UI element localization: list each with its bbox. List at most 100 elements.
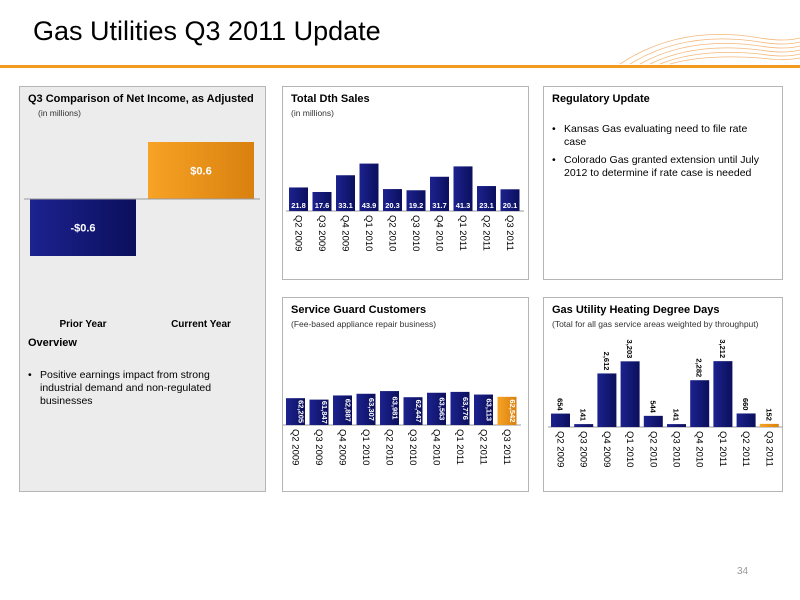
decorative-wave-graphic bbox=[619, 34, 800, 65]
regulatory-bullet: Kansas Gas evaluating need to file rate … bbox=[552, 123, 772, 149]
bar bbox=[383, 189, 402, 211]
net-income-subtitle: (in millions) bbox=[38, 108, 81, 118]
bar-value-label: 660 bbox=[741, 398, 750, 411]
category-tick-label: Q1 2010 bbox=[624, 431, 635, 467]
heating-degree-days-panel: Gas Utility Heating Degree Days (Total f… bbox=[543, 297, 783, 492]
category-tick-label: Q1 2011 bbox=[457, 215, 468, 251]
bar bbox=[336, 175, 355, 211]
bar bbox=[333, 395, 352, 425]
category-tick-label: Q2 2011 bbox=[481, 215, 492, 251]
bar bbox=[690, 380, 710, 427]
net-income-bar bbox=[30, 199, 136, 256]
bar-value-label: 23.1 bbox=[479, 201, 494, 210]
bar bbox=[620, 361, 640, 427]
category-tick-label: Q3 2009 bbox=[313, 429, 324, 465]
category-tick-label: Q2 2011 bbox=[478, 429, 489, 465]
bar-value-label: 152 bbox=[764, 408, 773, 421]
bar bbox=[286, 398, 305, 425]
category-tick-label: Q4 2010 bbox=[694, 431, 705, 467]
bar bbox=[759, 423, 779, 427]
bar-value-label: 63,113 bbox=[485, 399, 494, 422]
bar-value-label: 21.8 bbox=[291, 201, 306, 210]
bar bbox=[430, 176, 449, 211]
category-tick-label: Q3 2009 bbox=[578, 431, 589, 467]
category-tick-label: Q2 2009 bbox=[290, 429, 301, 465]
heating-degree-days-chart: 654 Q2 2009 141 Q3 2009 2,612 Q4 2009 3,203 Q1 … bbox=[548, 339, 782, 467]
page-number: 34 bbox=[737, 566, 749, 577]
bar-value-label: 31.7 bbox=[432, 201, 447, 210]
category-tick-label: Q3 2010 bbox=[410, 215, 421, 251]
net-income-title: Q3 Comparison of Net Income, as Adjusted bbox=[28, 93, 254, 105]
dth-sales-chart: 21.8 Q2 2009 17.6 Q3 2009 33.1 Q4 2009 43.9 Q1 … bbox=[286, 163, 524, 251]
bar-value-label: 41.3 bbox=[456, 201, 471, 210]
service-guard-subtitle: (Fee-based appliance repair business) bbox=[291, 319, 437, 329]
net-income-value-label: -$0.6 bbox=[70, 223, 95, 235]
category-tick-label: Q1 2011 bbox=[454, 429, 465, 465]
category-tick-label: Q4 2009 bbox=[340, 215, 351, 251]
bar bbox=[500, 189, 520, 211]
regulatory-title: Regulatory Update bbox=[552, 93, 650, 105]
bar bbox=[450, 391, 470, 425]
bar-value-label: 63,981 bbox=[391, 397, 400, 420]
bar-value-label: 63,776 bbox=[461, 397, 470, 420]
bar bbox=[427, 392, 446, 425]
bar bbox=[551, 413, 570, 427]
bar bbox=[453, 166, 473, 211]
bar-value-label: 141 bbox=[672, 409, 681, 422]
net-income-chart: -$0.6 Prior Year $0.6 Current Year bbox=[24, 142, 260, 330]
bar bbox=[359, 163, 379, 211]
bar bbox=[713, 361, 733, 427]
bar-value-label: 2,282 bbox=[695, 358, 704, 377]
service-guard-title: Service Guard Customers bbox=[291, 304, 427, 316]
category-tick-label: Q2 2009 bbox=[555, 431, 566, 467]
bar-value-label: 61,847 bbox=[320, 401, 329, 424]
category-tick-label: Q1 2010 bbox=[363, 215, 374, 251]
bar bbox=[643, 415, 663, 427]
category-tick-label: Q4 2009 bbox=[601, 431, 612, 467]
dth-sales-title: Total Dth Sales bbox=[291, 93, 370, 105]
dth-sales-panel: Total Dth Sales (in millions) 21.8 Q2 200… bbox=[282, 86, 529, 280]
bar-value-label: 654 bbox=[556, 398, 565, 411]
bar bbox=[403, 397, 423, 425]
overview-title: Overview bbox=[28, 337, 77, 349]
bar-value-label: 20.1 bbox=[503, 201, 518, 210]
bar-value-label: 43.9 bbox=[362, 201, 377, 210]
category-tick-label: Q2 2010 bbox=[647, 431, 658, 467]
bar bbox=[477, 186, 496, 211]
bar bbox=[574, 424, 594, 427]
category-tick-label: Q3 2011 bbox=[763, 431, 774, 467]
net-income-value-label: $0.6 bbox=[190, 166, 211, 178]
bar bbox=[309, 399, 329, 425]
bar-value-label: 2,612 bbox=[602, 352, 611, 371]
bar-value-label: 17.6 bbox=[315, 201, 330, 210]
bar bbox=[312, 191, 332, 211]
category-tick-label: Q4 2010 bbox=[431, 429, 442, 465]
category-tick-label: Q3 2009 bbox=[316, 215, 327, 251]
bar-value-label: 3,212 bbox=[718, 339, 727, 358]
bar-value-label: 62,447 bbox=[414, 400, 423, 423]
regulatory-panel: Regulatory Update Kansas Gas evaluating … bbox=[543, 86, 783, 280]
net-income-category-label: Prior Year bbox=[59, 319, 106, 330]
bar bbox=[667, 424, 686, 427]
slide-title: Gas Utilities Q3 2011 Update bbox=[33, 16, 381, 46]
dth-sales-subtitle: (in millions) bbox=[291, 108, 334, 118]
title-rule bbox=[0, 65, 800, 68]
category-tick-label: Q3 2011 bbox=[504, 215, 515, 251]
bar-value-label: 63,563 bbox=[438, 397, 447, 420]
overview-bullets: Positive earnings impact from strong ind… bbox=[28, 369, 248, 413]
bar bbox=[356, 393, 376, 425]
category-tick-label: Q2 2009 bbox=[293, 215, 304, 251]
service-guard-chart: 62,205 Q2 2009 61,847 Q3 2009 62,887 Q4 2009 6… bbox=[283, 391, 521, 465]
regulatory-bullets: Kansas Gas evaluating need to file rate … bbox=[552, 123, 772, 185]
net-income-category-label: Current Year bbox=[171, 319, 231, 330]
bar-value-label: 19.2 bbox=[409, 201, 424, 210]
net-income-bar bbox=[148, 142, 254, 199]
bar-value-label: 62,887 bbox=[344, 399, 353, 422]
bar-value-label: 3,203 bbox=[625, 340, 634, 359]
bar bbox=[474, 394, 493, 425]
category-tick-label: Q2 2010 bbox=[384, 429, 395, 465]
category-tick-label: Q1 2010 bbox=[360, 429, 371, 465]
category-tick-label: Q1 2011 bbox=[717, 431, 728, 467]
bar-value-label: 544 bbox=[648, 400, 657, 413]
bar bbox=[406, 190, 426, 211]
